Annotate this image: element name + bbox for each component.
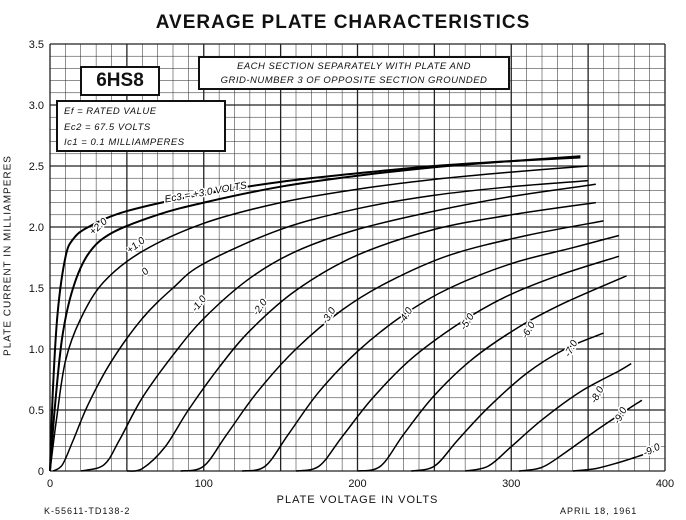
plate-curve bbox=[49, 156, 581, 472]
y-tick-labels: 0 0.5 1.0 1.5 2.0 2.5 3.0 3.5 bbox=[29, 39, 44, 478]
note-line-1: EACH SECTION SEPARATELY WITH PLATE AND bbox=[236, 61, 472, 72]
x-tick-label: 200 bbox=[348, 478, 366, 490]
curve-label: 0 bbox=[140, 266, 152, 278]
y-tick-label: 0.5 bbox=[29, 405, 44, 417]
plate-curve bbox=[518, 399, 643, 472]
chart-title: AVERAGE PLATE CHARACTERISTICS bbox=[155, 12, 531, 33]
x-axis-label: PLATE VOLTAGE IN VOLTS bbox=[276, 494, 439, 506]
drawing-number: K-55611-TD138-2 bbox=[44, 506, 131, 516]
y-tick-label: 0 bbox=[38, 466, 44, 478]
tube-type-label: 6HS8 bbox=[80, 66, 160, 96]
curve-label: -3.0 bbox=[320, 305, 339, 326]
plate-curve bbox=[464, 362, 632, 472]
x-tick-label: 100 bbox=[195, 478, 213, 490]
plate-curve bbox=[180, 220, 604, 472]
plate-curve bbox=[49, 165, 589, 472]
plate-curve bbox=[295, 255, 620, 472]
plate-curve bbox=[242, 234, 620, 472]
curve-labels: Ec3 = +3.0 VOLTS+2.0+1.00-1.0 -2.0 -3.0 -4.… bbox=[86, 179, 664, 461]
y-tick-label: 2.5 bbox=[29, 161, 44, 173]
y-tick-label: 1.5 bbox=[29, 283, 44, 295]
drawing-date: APRIL 18, 1961 bbox=[560, 506, 638, 516]
curve-label: -9.0 bbox=[642, 442, 663, 459]
plate-curve bbox=[357, 275, 627, 472]
condition-heater: Ef = RATED VALUE bbox=[64, 106, 157, 117]
x-tick-label: 400 bbox=[656, 478, 674, 490]
plate-curve bbox=[411, 332, 604, 472]
curve-label: -1.0 bbox=[190, 294, 210, 315]
condition-screen-voltage: Ec2 = 67.5 VOLTS bbox=[64, 121, 151, 133]
y-tick-label: 3.5 bbox=[29, 39, 44, 51]
plate-curve bbox=[49, 155, 581, 472]
note-line-2: GRID-NUMBER 3 OF OPPOSITE SECTION GROUND… bbox=[220, 75, 488, 86]
condition-grid-current: Ic1 = 0.1 MILLIAMPERES bbox=[64, 137, 185, 148]
y-tick-label: 2.0 bbox=[29, 222, 44, 234]
curve-label: +1.0 bbox=[125, 235, 148, 256]
x-tick-label: 300 bbox=[502, 478, 520, 490]
y-tick-label: 3.0 bbox=[29, 100, 44, 112]
plate-curve bbox=[572, 449, 658, 472]
y-tick-label: 1.0 bbox=[29, 344, 44, 356]
curve-label: -8.0 bbox=[589, 385, 607, 406]
plate-curve bbox=[126, 201, 596, 472]
x-tick-labels: 0 100 200 300 400 bbox=[47, 478, 674, 490]
plate-curve bbox=[52, 179, 589, 472]
curve-label: -6.0 bbox=[520, 320, 538, 341]
curve-label: -9.0 bbox=[612, 405, 630, 426]
plate-curve bbox=[80, 183, 596, 472]
x-tick-label: 0 bbox=[47, 478, 53, 490]
plate-curves bbox=[49, 155, 658, 472]
y-axis-label: PLATE CURRENT IN MILLIAMPERES bbox=[2, 155, 14, 356]
test-condition-note: EACH SECTION SEPARATELY WITH PLATE AND G… bbox=[198, 56, 510, 90]
operating-conditions: Ef = RATED VALUE Ec2 = 67.5 VOLTS Ic1 = … bbox=[56, 100, 226, 152]
